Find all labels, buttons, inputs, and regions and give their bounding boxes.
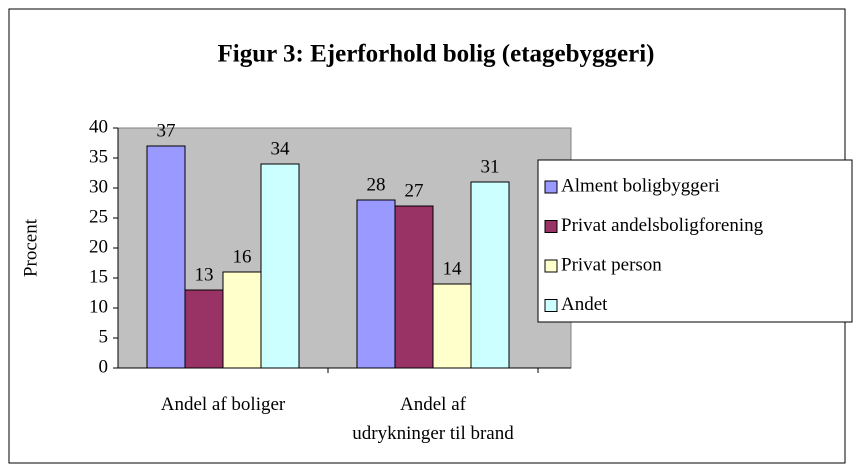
data-label: 37 xyxy=(157,120,176,141)
y-tick-label: 35 xyxy=(89,146,108,167)
x-tick-label: Andel af boliger xyxy=(160,394,286,415)
legend-label: Alment boligbyggeri xyxy=(561,175,720,196)
bar xyxy=(432,283,472,369)
y-tick-label: 10 xyxy=(89,296,108,317)
bar xyxy=(260,163,300,369)
legend-swatch xyxy=(544,259,558,273)
y-tick-label: 15 xyxy=(89,266,108,287)
y-tick-label: 0 xyxy=(99,356,109,377)
x-tick-label: Andel af udrykninger til brand xyxy=(352,394,514,444)
y-axis-label: Procent xyxy=(20,218,41,277)
y-tick-label: 5 xyxy=(99,326,109,347)
y-tick-label: 20 xyxy=(89,236,108,257)
data-label: 28 xyxy=(367,174,386,195)
data-label: 13 xyxy=(195,264,214,285)
bar xyxy=(394,205,434,369)
y-tick-label: 30 xyxy=(89,176,108,197)
legend-swatch xyxy=(544,220,558,233)
data-label: 34 xyxy=(271,138,291,159)
legend-swatch xyxy=(544,299,558,312)
legend-swatch xyxy=(544,180,558,194)
legend-label: Privat person xyxy=(561,254,662,275)
data-label: 27 xyxy=(405,180,424,201)
chart-title: Figur 3: Ejerforhold bolig (etagebyggeri… xyxy=(218,41,655,68)
bar xyxy=(470,181,510,369)
y-tick-label: 40 xyxy=(89,116,108,137)
data-label: 16 xyxy=(233,246,252,267)
bar xyxy=(146,145,186,369)
bar xyxy=(222,271,262,369)
data-label: 31 xyxy=(481,156,500,177)
bar xyxy=(184,289,224,369)
legend-label: Andet xyxy=(561,294,608,315)
legend-box xyxy=(537,159,853,323)
y-tick-label: 25 xyxy=(89,206,108,227)
bar xyxy=(356,199,396,369)
data-label: 14 xyxy=(443,258,463,279)
legend-label: Privat andelsboligforening xyxy=(561,215,764,236)
